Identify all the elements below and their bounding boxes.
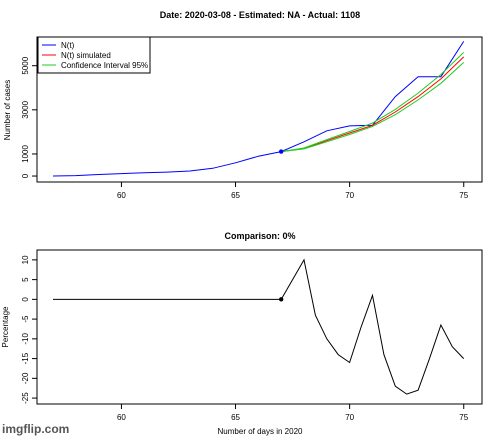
y-axis-label: Number of cases xyxy=(3,80,12,140)
y-tick-label: 3000 xyxy=(21,100,30,118)
y-axis-label: Percentage xyxy=(1,306,10,347)
x-tick-label: 75 xyxy=(459,191,468,200)
x-tick-label: 70 xyxy=(345,191,354,200)
legend-label: Confidence Interval 95% xyxy=(61,61,148,70)
y-tick-label: -15 xyxy=(21,352,30,364)
x-tick-label: 60 xyxy=(117,413,126,422)
highlight-point xyxy=(278,149,284,154)
legend-box xyxy=(37,36,151,74)
y-tick-label: 5 xyxy=(21,277,30,282)
ci-lower xyxy=(281,62,465,153)
y-tick-label: -5 xyxy=(21,315,30,323)
y-tick-label: 10 xyxy=(21,255,30,264)
x-tick-label: 70 xyxy=(345,413,354,422)
line xyxy=(53,258,465,395)
x-axis-label: Number of days in 2020 xyxy=(218,427,303,436)
line xyxy=(281,56,465,153)
x-tick-label: 65 xyxy=(231,191,240,200)
y-tick-label: 0 xyxy=(21,297,30,302)
y-tick-label: -25 xyxy=(21,392,30,404)
watermark: imgflip.com xyxy=(2,422,69,436)
x-tick-label: 60 xyxy=(117,191,126,200)
ci-upper xyxy=(281,52,465,153)
chart-title: Date: 2020-03-08 - Estimated: NA - Actua… xyxy=(160,10,360,20)
y-tick-label: -20 xyxy=(21,372,30,384)
highlight-point xyxy=(278,297,284,302)
legend-label: N(t) simulated xyxy=(61,51,111,60)
y-tick-label: -10 xyxy=(21,333,30,345)
y-tick-label: 0 xyxy=(21,173,30,178)
x-tick-label: 65 xyxy=(231,413,240,422)
legend-label: N(t) xyxy=(61,41,75,50)
y-tick-label: 1000 xyxy=(21,145,30,163)
chart-title: Comparison: 0% xyxy=(224,231,295,241)
plot-frame xyxy=(36,249,483,405)
x-tick-label: 75 xyxy=(459,413,468,422)
y-tick-label: 5000 xyxy=(21,56,30,74)
line xyxy=(52,41,465,177)
